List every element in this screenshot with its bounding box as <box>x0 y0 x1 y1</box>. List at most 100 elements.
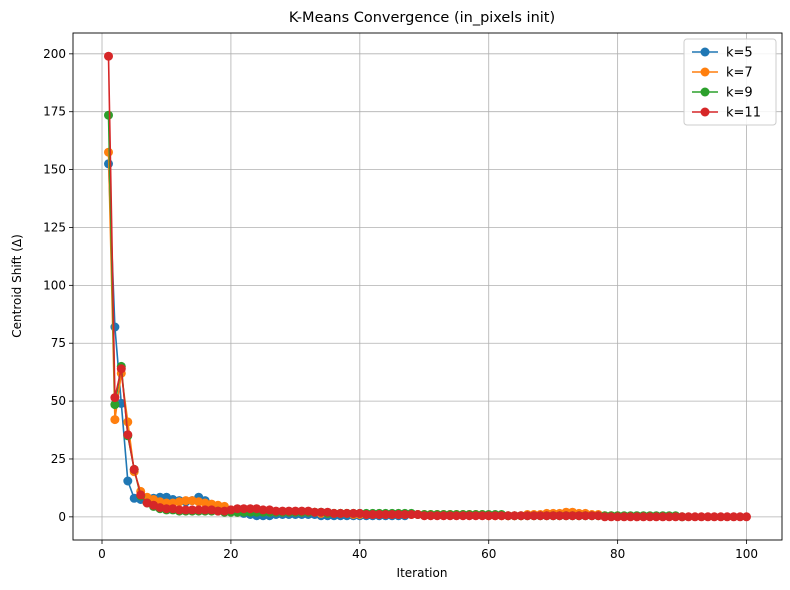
data-point <box>535 511 545 521</box>
y-tick-label: 50 <box>51 394 66 408</box>
data-point <box>348 508 358 518</box>
data-point <box>645 512 655 522</box>
y-tick-label: 100 <box>43 278 66 292</box>
data-point <box>123 417 133 427</box>
data-point <box>709 512 719 522</box>
plot-series <box>104 51 751 522</box>
data-point <box>162 504 171 514</box>
data-point <box>329 508 339 518</box>
data-point <box>426 511 436 521</box>
data-point <box>561 511 571 521</box>
data-point <box>651 512 661 522</box>
chart-title: K-Means Convergence (in_pixels init) <box>289 10 555 26</box>
data-point <box>271 506 281 516</box>
data-point <box>664 512 674 522</box>
y-tick-label: 0 <box>58 510 66 524</box>
data-point <box>568 511 577 521</box>
x-tick-label: 20 <box>223 547 238 561</box>
data-point <box>471 511 481 521</box>
data-point <box>503 511 513 521</box>
data-point <box>110 393 120 403</box>
plot-frame <box>72 32 783 541</box>
data-point <box>361 510 371 519</box>
data-point <box>735 512 745 522</box>
data-point <box>297 506 307 516</box>
data-point <box>464 511 474 521</box>
legend-box <box>683 38 777 126</box>
data-point <box>336 508 345 518</box>
data-point <box>110 400 120 410</box>
data-point <box>477 511 487 521</box>
data-point <box>439 511 449 521</box>
data-point <box>258 505 268 515</box>
data-point <box>381 510 391 519</box>
legend-entry: k=9 <box>726 86 753 101</box>
data-point <box>587 511 597 521</box>
data-point <box>374 510 384 519</box>
legend-entry: k=7 <box>726 66 753 81</box>
data-point <box>452 511 461 521</box>
data-point <box>445 511 455 521</box>
data-point <box>613 512 623 522</box>
legend-entry: k=5 <box>726 46 753 61</box>
data-point <box>104 51 113 61</box>
data-point <box>187 505 197 515</box>
legend-entry: k=11 <box>726 106 761 121</box>
data-point <box>123 476 133 486</box>
x-tick-label: 100 <box>735 547 758 561</box>
data-point <box>658 512 668 522</box>
data-point <box>316 507 326 517</box>
y-tick-label: 150 <box>43 163 66 177</box>
data-point <box>580 511 590 521</box>
data-point <box>342 508 352 518</box>
data-point <box>484 511 494 521</box>
data-point <box>110 322 120 332</box>
data-point <box>110 415 120 425</box>
data-point <box>387 510 397 519</box>
data-point <box>181 496 191 506</box>
x-axis-label: Iteration <box>397 566 448 580</box>
data-point <box>181 505 191 515</box>
data-point <box>690 512 700 522</box>
data-point <box>290 506 300 516</box>
data-point <box>510 511 519 521</box>
legend-marker <box>700 47 710 57</box>
data-point <box>278 506 287 516</box>
data-point <box>174 505 184 515</box>
data-point <box>129 464 139 474</box>
x-tick-label: 40 <box>352 547 367 561</box>
x-tick-label: 80 <box>610 547 625 561</box>
data-point <box>432 511 442 521</box>
data-point <box>116 364 126 374</box>
data-point <box>696 512 706 522</box>
data-point <box>310 507 320 517</box>
axis-ticks: 0 20 40 60 80 100 0 25 50 75 100 125 150 175 200 <box>43 47 758 561</box>
data-point <box>703 512 713 522</box>
data-point <box>213 506 223 516</box>
data-point <box>104 110 113 120</box>
data-point <box>729 512 739 522</box>
data-point <box>123 430 133 440</box>
data-point <box>548 511 558 521</box>
y-tick-label: 25 <box>51 452 66 466</box>
data-point <box>555 511 565 521</box>
data-point <box>516 511 526 521</box>
y-tick-label: 75 <box>51 336 66 350</box>
data-point <box>522 511 532 521</box>
data-point <box>574 511 584 521</box>
data-point <box>677 512 687 522</box>
data-point <box>458 511 468 521</box>
data-point <box>638 512 648 522</box>
data-point <box>400 510 410 519</box>
data-point <box>200 505 210 515</box>
y-tick-label: 125 <box>43 220 66 234</box>
y-tick-label: 200 <box>43 47 66 61</box>
data-point <box>490 511 500 521</box>
data-point <box>245 504 255 514</box>
data-point <box>239 504 249 514</box>
legend: k=5 k=7 k=9 k=11 <box>683 38 777 126</box>
x-tick-label: 0 <box>98 547 106 561</box>
data-point <box>626 512 635 522</box>
legend-marker <box>700 87 710 97</box>
